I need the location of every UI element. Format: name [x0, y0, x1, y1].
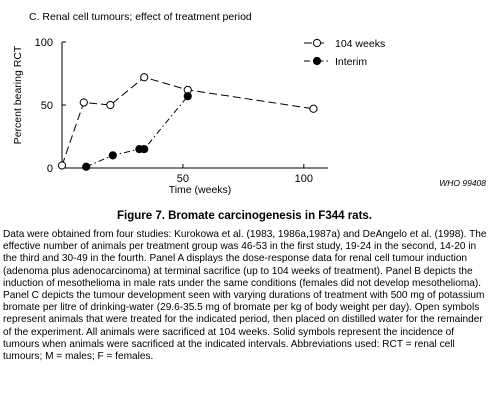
chart: C. Renal cell tumours; effect of treatme…: [12, 11, 486, 196]
x-axis-label: Time (weeks): [169, 184, 232, 196]
data-point: [309, 104, 318, 113]
legend-label: 104 weeks: [335, 38, 385, 50]
series-line: [85, 95, 189, 168]
y-tick-label: 0: [47, 163, 53, 175]
watermark: WHO 99408: [439, 178, 486, 188]
axes: 0 50 100 50 100: [35, 37, 328, 185]
data-point: [82, 162, 91, 171]
legend-marker: [312, 38, 322, 48]
data-point: [79, 98, 88, 107]
series-1: [57, 73, 318, 170]
figure-description: Data were obtained from four studies: Ku…: [3, 229, 487, 363]
legend-item: 104 weeks: [304, 38, 385, 50]
series-line: [61, 76, 314, 166]
data-point: [106, 100, 115, 110]
y-axis-label: Percent bearing RCT: [12, 45, 24, 144]
data-point: [57, 161, 67, 170]
legend-item: Interim: [304, 56, 367, 68]
data-point: [108, 151, 117, 160]
chart-title: C. Renal cell tumours; effect of treatme…: [29, 11, 252, 23]
legend: 104 weeks Interim: [304, 38, 385, 68]
legend-label: Interim: [335, 56, 367, 68]
x-tick-label: 100: [295, 173, 313, 185]
x-tick-label: 50: [177, 173, 189, 185]
figure-caption: Figure 7. Bromate carcinogenesis in F344…: [116, 210, 372, 222]
data-point: [140, 145, 149, 154]
y-tick-label: 50: [41, 100, 53, 112]
data-point: [140, 73, 149, 82]
series-layer: [57, 73, 318, 171]
data-point: [183, 92, 192, 101]
legend-marker: [312, 56, 322, 66]
series-2: [82, 92, 192, 171]
y-tick-label: 100: [35, 37, 53, 49]
